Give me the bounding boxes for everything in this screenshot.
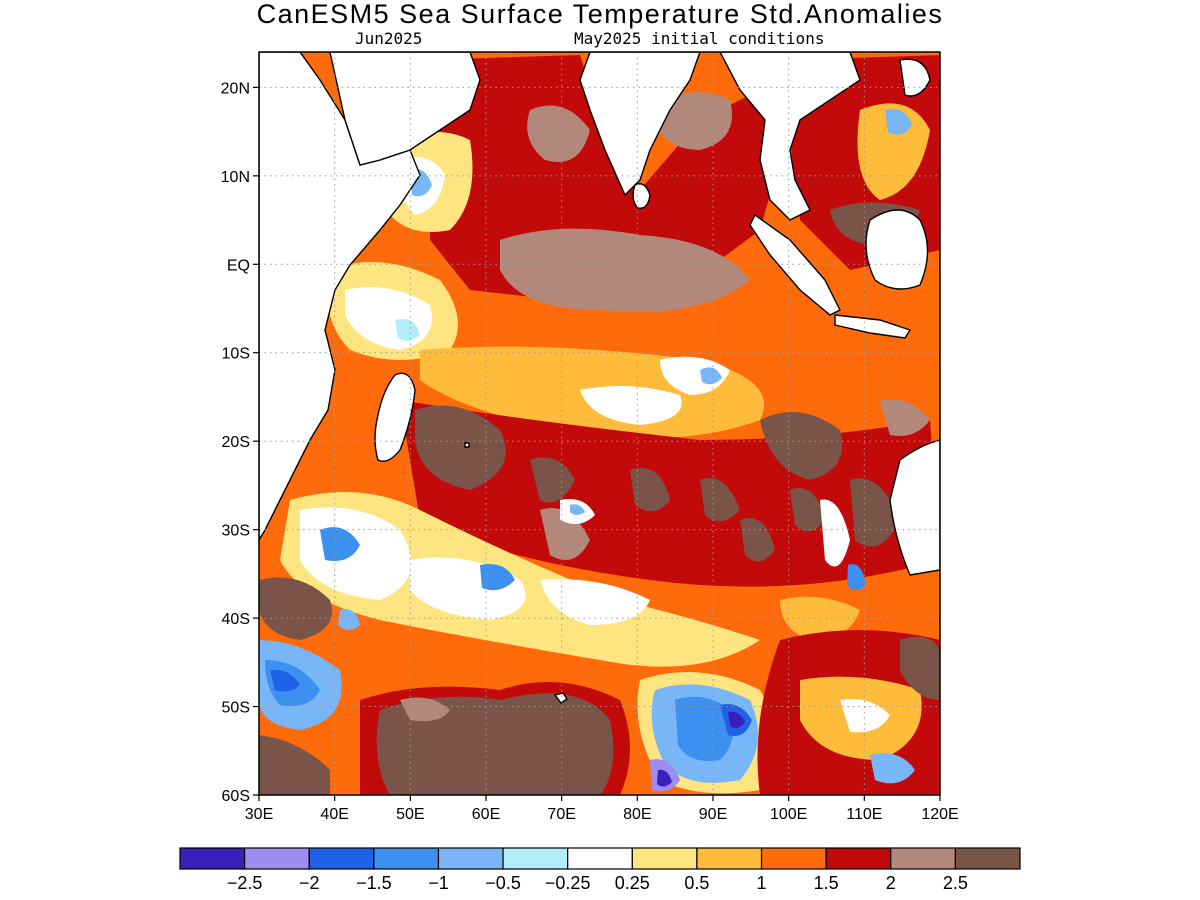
colorbar-swatch [760, 847, 827, 870]
colorbar-swatch [567, 847, 633, 870]
colorbar [179, 847, 1021, 870]
longitude-axis: 30E 40E 50E 60E 70E 80E 90E 100E 110E 120E [245, 795, 959, 823]
lon-tick-label: 80E [623, 806, 651, 823]
latitude-axis: 20N 10N EQ 10S 20S 30S 40S 50S 60S [221, 80, 259, 805]
map-title: CanESM5 Sea Surface Temperature Std.Anom… [256, 0, 944, 29]
colorbar-labels: −2.5 −2 −1.5 −1 −0.5 −0.25 0.25 0.5 1 1.5 2 2.5 [227, 873, 968, 893]
lon-tick-label: 120E [921, 806, 958, 823]
forecast-month: Jun2025 [355, 29, 423, 48]
colorbar-label: −2 [299, 873, 320, 893]
lat-tick-label: 40S [222, 611, 250, 628]
lon-tick-label: 70E [547, 806, 575, 823]
mauritius-island [464, 442, 470, 448]
colorbar-label: −0.25 [545, 873, 591, 893]
landmasses [259, 52, 940, 704]
colorbar-swatch [308, 847, 375, 870]
colorbar-swatch [954, 847, 1021, 870]
colorbar-swatch [696, 847, 763, 870]
lon-tick-label: 110E [846, 806, 882, 823]
lat-tick-label: 50S [222, 700, 250, 717]
colorbar-label: 0.25 [615, 873, 650, 893]
lat-tick-label: 60S [222, 788, 250, 805]
madagascar-landmass [374, 372, 416, 462]
colorbar-label: −2.5 [227, 873, 263, 893]
colorbar-swatch [179, 847, 246, 870]
lat-tick-label: 20S [222, 434, 250, 451]
colorbar-label: −1 [428, 873, 449, 893]
lon-tick-label: 90E [699, 806, 727, 823]
colorbar-label: −1.5 [356, 873, 392, 893]
sumatra-landmass [749, 213, 841, 316]
lat-tick-label: 30S [222, 523, 250, 540]
colorbar-label: 2 [886, 873, 896, 893]
lat-tick-label: EQ [227, 257, 250, 274]
colorbar-swatch [825, 847, 892, 870]
philippines-landmass [899, 58, 931, 97]
australia-landmass [889, 439, 940, 576]
colorbar-label: 2.5 [943, 873, 968, 893]
lon-tick-label: 100E [770, 806, 807, 823]
colorbar-swatch [890, 847, 956, 870]
lon-tick-label: 50E [396, 806, 424, 823]
colorbar-swatch [244, 847, 310, 870]
lat-tick-label: 20N [221, 80, 250, 97]
grid-lines [259, 52, 940, 795]
colorbar-swatch [502, 847, 569, 870]
colorbar-swatch [437, 847, 504, 870]
colorbar-label: −0.5 [485, 873, 521, 893]
lon-tick-label: 40E [320, 806, 348, 823]
initial-conditions: May2025 initial conditions [574, 29, 825, 48]
colorbar-label: 1.5 [814, 873, 839, 893]
lon-tick-label: 60E [472, 806, 500, 823]
lat-tick-label: 10N [221, 169, 250, 186]
colorbar-label: 1 [757, 873, 767, 893]
colorbar-label: 0.5 [684, 873, 709, 893]
borneo-landmass [865, 209, 929, 290]
colorbar-swatch [631, 847, 698, 870]
colorbar-swatch [373, 847, 440, 870]
indochina-landmass [719, 52, 861, 221]
lat-tick-label: 10S [222, 346, 250, 363]
java-landmass [834, 314, 912, 339]
lon-tick-label: 30E [245, 806, 273, 823]
india-landmass [579, 52, 701, 197]
arabia-landmass [329, 52, 481, 166]
plot-frame [258, 51, 941, 796]
kerguelen-island [553, 692, 568, 704]
